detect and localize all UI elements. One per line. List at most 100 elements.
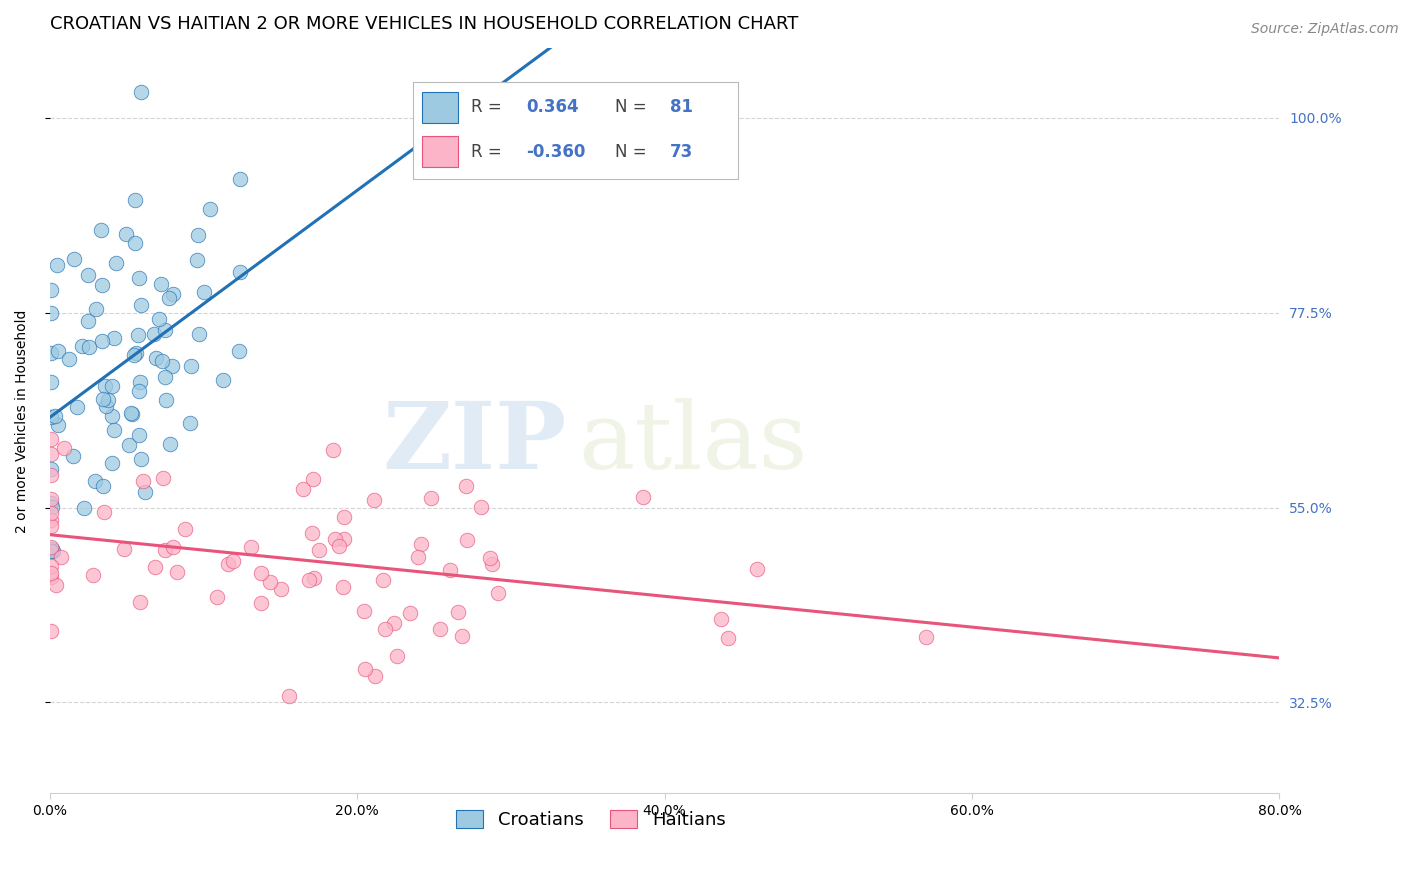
- Point: [121, 407, 143, 421]
- Point: [62, 252, 84, 266]
- Point: [41, 570, 63, 584]
- Point: [145, 351, 167, 366]
- Point: [128, 375, 150, 389]
- Point: [229, 265, 252, 279]
- Point: [100, 379, 122, 393]
- Point: [332, 581, 354, 595]
- Point: [250, 566, 273, 580]
- Point: [41, 375, 63, 389]
- Point: [152, 471, 174, 485]
- Legend: Croatians, Haitians: Croatians, Haitians: [449, 803, 733, 837]
- Point: [406, 549, 429, 564]
- Point: [41, 540, 63, 554]
- Point: [153, 369, 176, 384]
- Point: [52, 441, 75, 455]
- Point: [129, 298, 152, 312]
- Point: [41, 306, 63, 320]
- Point: [717, 631, 740, 645]
- Point: [124, 193, 146, 207]
- Point: [117, 437, 139, 451]
- Point: [44, 409, 66, 423]
- Point: [49, 549, 72, 564]
- Point: [132, 474, 155, 488]
- Point: [91, 334, 114, 348]
- Point: [174, 523, 197, 537]
- Point: [456, 479, 478, 493]
- Point: [354, 662, 377, 676]
- Point: [128, 271, 150, 285]
- Point: [162, 540, 184, 554]
- Point: [97, 392, 120, 407]
- Point: [373, 574, 395, 588]
- Point: [333, 509, 356, 524]
- Point: [122, 348, 145, 362]
- Point: [308, 542, 330, 557]
- Point: [419, 491, 441, 505]
- Point: [486, 586, 509, 600]
- Point: [187, 228, 209, 243]
- Point: [45, 578, 67, 592]
- Point: [120, 405, 142, 419]
- Point: [46, 417, 69, 432]
- Point: [125, 345, 148, 359]
- Point: [240, 541, 263, 555]
- Point: [41, 519, 63, 533]
- Text: atlas: atlas: [578, 398, 808, 488]
- Point: [259, 575, 281, 590]
- Point: [915, 631, 938, 645]
- Text: Source: ZipAtlas.com: Source: ZipAtlas.com: [1251, 22, 1399, 37]
- Point: [41, 506, 63, 520]
- Point: [186, 253, 208, 268]
- Point: [104, 256, 127, 270]
- Point: [143, 326, 166, 341]
- Point: [129, 451, 152, 466]
- Point: [298, 574, 321, 588]
- Point: [277, 689, 299, 703]
- Point: [447, 605, 470, 619]
- Point: [150, 353, 173, 368]
- Point: [159, 437, 181, 451]
- Point: [41, 410, 63, 425]
- Point: [221, 554, 243, 568]
- Point: [41, 544, 63, 558]
- Point: [41, 542, 63, 557]
- Point: [129, 85, 152, 99]
- Point: [82, 567, 104, 582]
- Point: [90, 278, 112, 293]
- Point: [166, 565, 188, 579]
- Point: [101, 409, 124, 423]
- Point: [228, 344, 250, 359]
- Point: [41, 432, 63, 446]
- Point: [143, 560, 166, 574]
- Point: [103, 423, 125, 437]
- Point: [41, 513, 63, 527]
- Point: [187, 327, 209, 342]
- Point: [384, 615, 406, 630]
- Point: [478, 550, 501, 565]
- Point: [62, 449, 84, 463]
- Point: [374, 622, 396, 636]
- Point: [90, 223, 112, 237]
- Point: [41, 462, 63, 476]
- Point: [450, 629, 472, 643]
- Point: [710, 612, 733, 626]
- Point: [456, 533, 478, 548]
- Point: [100, 456, 122, 470]
- Point: [58, 352, 80, 367]
- Point: [41, 468, 63, 483]
- Point: [387, 648, 409, 663]
- Point: [155, 392, 177, 407]
- Point: [409, 537, 432, 551]
- Point: [229, 172, 252, 186]
- Point: [193, 285, 215, 300]
- Point: [41, 558, 63, 573]
- Text: ZIP: ZIP: [382, 398, 567, 488]
- Point: [363, 493, 385, 508]
- Text: CROATIAN VS HAITIAN 2 OR MORE VEHICLES IN HOUSEHOLD CORRELATION CHART: CROATIAN VS HAITIAN 2 OR MORE VEHICLES I…: [49, 15, 799, 33]
- Point: [128, 428, 150, 442]
- Point: [112, 542, 135, 557]
- Point: [205, 590, 228, 604]
- Point: [153, 322, 176, 336]
- Point: [353, 604, 375, 618]
- Point: [399, 607, 422, 621]
